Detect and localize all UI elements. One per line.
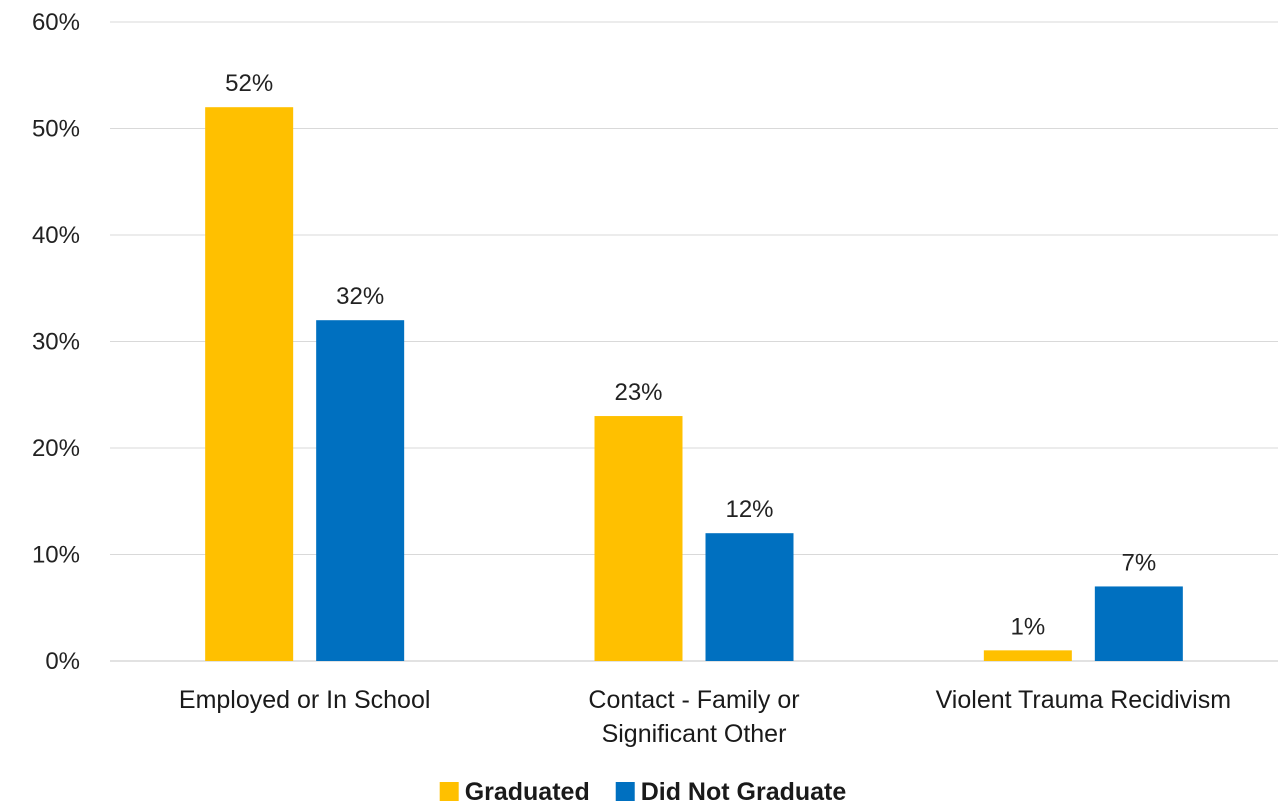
y-tick-label: 60% bbox=[32, 9, 80, 36]
category-label: Employed or In School bbox=[179, 686, 431, 714]
legend-swatch bbox=[439, 782, 459, 801]
x-axis-categories: Employed or In School Contact - Family or… bbox=[179, 686, 1231, 748]
legend-label: Did Not Graduate bbox=[641, 778, 847, 806]
data-labels: 52% 32% 23% 12% 1% 7% bbox=[225, 70, 1156, 640]
bar-did-not-graduate bbox=[705, 533, 794, 661]
y-tick-label: 0% bbox=[45, 648, 80, 675]
data-label: 12% bbox=[725, 496, 773, 523]
category-label: Contact - Family or bbox=[588, 686, 799, 714]
y-tick-label: 20% bbox=[32, 435, 80, 462]
bar-did-not-graduate bbox=[316, 320, 405, 661]
y-tick-label: 50% bbox=[32, 116, 80, 143]
y-axis-ticks: 0% 10% 20% 30% 40% 50% 60% bbox=[32, 9, 80, 675]
data-label: 32% bbox=[336, 283, 384, 310]
category-label: Violent Trauma Recidivism bbox=[936, 686, 1231, 714]
gridlines bbox=[110, 21, 1278, 662]
legend-swatch bbox=[615, 782, 635, 801]
legend-label: Graduated bbox=[465, 778, 590, 806]
category-label: Significant Other bbox=[602, 720, 787, 748]
legend: Graduated Did Not Graduate bbox=[439, 778, 847, 806]
bars bbox=[205, 107, 1183, 661]
bar-graduated bbox=[205, 107, 294, 661]
bar-graduated bbox=[983, 650, 1072, 661]
bar-graduated bbox=[594, 416, 683, 661]
bar-did-not-graduate bbox=[1094, 586, 1183, 661]
data-label: 7% bbox=[1121, 549, 1156, 576]
y-tick-label: 30% bbox=[32, 329, 80, 356]
y-tick-label: 10% bbox=[32, 542, 80, 569]
data-label: 23% bbox=[614, 379, 662, 406]
data-label: 52% bbox=[225, 70, 273, 97]
data-label: 1% bbox=[1010, 613, 1045, 640]
y-tick-label: 40% bbox=[32, 222, 80, 249]
